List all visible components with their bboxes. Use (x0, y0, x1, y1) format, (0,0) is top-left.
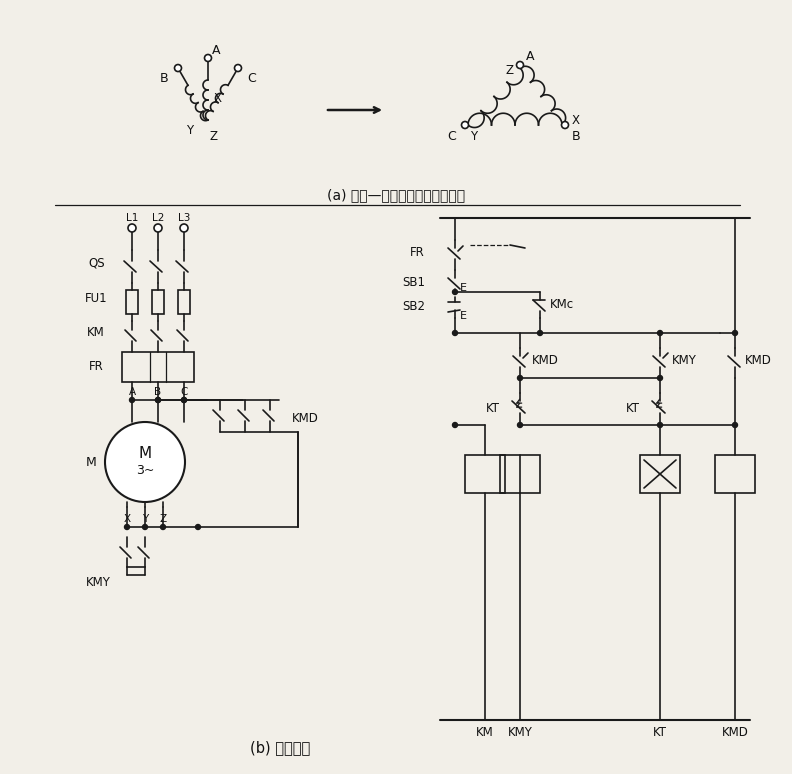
Text: A: A (526, 50, 535, 63)
Text: X: X (214, 91, 222, 104)
Circle shape (452, 330, 458, 335)
Text: B: B (160, 71, 169, 84)
Bar (640, 455, 680, 493)
Text: L1: L1 (126, 213, 138, 223)
Text: Z: Z (159, 514, 166, 524)
Text: Y: Y (470, 131, 478, 143)
Circle shape (128, 224, 136, 232)
Bar (126, 290, 138, 314)
Text: KMY: KMY (672, 354, 697, 367)
Circle shape (462, 122, 469, 128)
Circle shape (516, 61, 524, 69)
Circle shape (538, 330, 543, 335)
Circle shape (562, 122, 569, 128)
Text: KT: KT (653, 725, 667, 738)
Circle shape (657, 375, 662, 381)
Text: KM: KM (476, 725, 494, 738)
Circle shape (105, 422, 185, 502)
Text: E: E (459, 311, 466, 321)
Text: (a) 星形—三角形转换绕组连接图: (a) 星形—三角形转换绕组连接图 (327, 188, 465, 202)
Circle shape (517, 423, 523, 427)
Text: FR: FR (89, 359, 104, 372)
Text: A: A (211, 43, 220, 57)
Circle shape (657, 423, 662, 427)
Circle shape (143, 525, 147, 529)
Circle shape (155, 398, 161, 402)
Circle shape (196, 525, 200, 529)
Text: C: C (447, 131, 456, 143)
Text: FR: FR (410, 245, 425, 259)
Circle shape (155, 398, 161, 402)
Circle shape (154, 224, 162, 232)
Circle shape (452, 289, 458, 294)
Circle shape (130, 398, 135, 402)
Circle shape (517, 375, 523, 381)
Text: QS: QS (89, 256, 105, 269)
Circle shape (204, 54, 211, 61)
Text: Z: Z (210, 129, 218, 142)
Circle shape (161, 525, 166, 529)
Text: KMY: KMY (86, 576, 110, 588)
Text: KT: KT (626, 402, 640, 415)
Circle shape (181, 398, 186, 402)
Text: KMc: KMc (550, 297, 574, 310)
Text: L3: L3 (178, 213, 190, 223)
Text: KT: KT (486, 402, 500, 415)
Bar (178, 290, 190, 314)
Text: KMD: KMD (745, 354, 772, 367)
Circle shape (452, 423, 458, 427)
Text: KMD: KMD (291, 412, 318, 424)
Text: B: B (572, 131, 581, 143)
Circle shape (733, 330, 737, 335)
Circle shape (657, 330, 662, 335)
Text: 3~: 3~ (135, 464, 154, 477)
Bar (152, 290, 164, 314)
Text: X: X (124, 514, 131, 524)
Text: M: M (86, 456, 97, 468)
Circle shape (234, 64, 242, 71)
Text: KMD: KMD (532, 354, 559, 367)
Text: KMD: KMD (722, 725, 748, 738)
Text: SB1: SB1 (402, 276, 425, 289)
Circle shape (181, 398, 186, 402)
Text: Z: Z (506, 63, 514, 77)
Bar (465, 455, 505, 493)
Bar (122, 352, 194, 382)
Text: KMY: KMY (508, 725, 532, 738)
Text: Y: Y (142, 514, 148, 524)
Text: X: X (572, 115, 580, 128)
Text: E: E (459, 283, 466, 293)
Circle shape (180, 224, 188, 232)
Text: M: M (139, 446, 151, 461)
Text: B: B (154, 387, 162, 397)
Text: A: A (128, 387, 135, 397)
Text: Y: Y (186, 124, 193, 136)
Circle shape (124, 525, 130, 529)
Bar (500, 455, 540, 493)
Bar (715, 455, 755, 493)
Text: C: C (181, 387, 188, 397)
Circle shape (733, 423, 737, 427)
Circle shape (174, 64, 181, 71)
Text: FU1: FU1 (85, 292, 107, 304)
Text: C: C (248, 71, 257, 84)
Text: (b) 控制线路: (b) 控制线路 (249, 741, 310, 755)
Text: KM: KM (87, 327, 105, 340)
Text: SB2: SB2 (402, 300, 425, 313)
Text: L2: L2 (152, 213, 164, 223)
